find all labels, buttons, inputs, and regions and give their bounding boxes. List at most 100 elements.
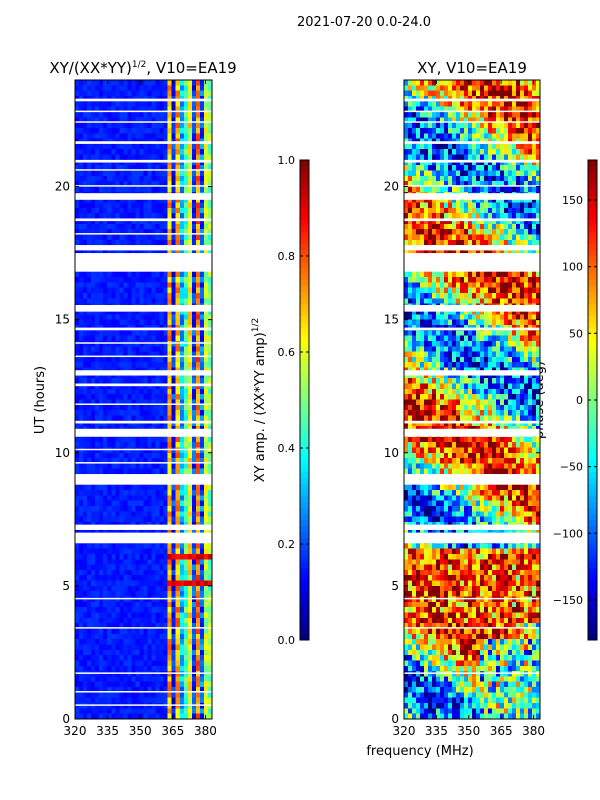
- heatmap-cell: [135, 351, 141, 358]
- heatmap-cell: [171, 447, 177, 454]
- heatmap-cell: [412, 122, 417, 129]
- heatmap-cell: [207, 458, 213, 464]
- heatmap-cell: [95, 122, 100, 129]
- heatmap-cell: [131, 122, 137, 129]
- heatmap-cell: [143, 101, 149, 108]
- heatmap-cell: [440, 133, 445, 140]
- heatmap-cell: [103, 548, 108, 555]
- heatmap-cell: [187, 330, 193, 337]
- heatmap-cell: [207, 218, 213, 225]
- heatmap-cell: [115, 314, 120, 321]
- heatmap-cell: [492, 143, 497, 150]
- heatmap-cell: [107, 500, 112, 507]
- heatmap-cell: [127, 340, 133, 347]
- heatmap-cell: [179, 415, 185, 422]
- heatmap-cell: [408, 154, 413, 161]
- heatmap-cell: [103, 591, 108, 598]
- heatmap-cell: [416, 149, 421, 156]
- heatmap-cell: [103, 676, 108, 683]
- heatmap-cell: [103, 559, 108, 566]
- heatmap-cell: [147, 559, 153, 566]
- heatmap-cell: [404, 90, 409, 97]
- heatmap-cell: [496, 207, 501, 214]
- heatmap-cell: [155, 649, 161, 656]
- heatmap-cell: [536, 175, 541, 182]
- heatmap-cell: [119, 623, 124, 630]
- heatmap-cell: [428, 122, 433, 129]
- heatmap-cell: [167, 277, 173, 283]
- heatmap-cell: [432, 197, 437, 204]
- heatmap-cell: [75, 628, 80, 635]
- heatmap-cell: [175, 495, 181, 502]
- heatmap-cell: [167, 692, 173, 699]
- heatmap-cell: [440, 207, 445, 214]
- heatmap-cell: [151, 388, 157, 395]
- heatmap-cell: [111, 617, 116, 624]
- heatmap-cell: [536, 149, 541, 156]
- heatmap-cell: [191, 713, 197, 720]
- heatmap-cell: [207, 111, 213, 118]
- heatmap-cell: [87, 111, 92, 118]
- heatmap-cell: [139, 596, 145, 603]
- heatmap-cell: [147, 596, 153, 603]
- heatmap-cell: [183, 80, 189, 86]
- heatmap-cell: [179, 282, 185, 289]
- heatmap-cell: [203, 490, 209, 496]
- heatmap-cell: [484, 202, 489, 209]
- heatmap-cell: [416, 106, 421, 113]
- heatmap-cell: [151, 596, 157, 603]
- heatmap-cell: [95, 207, 100, 214]
- heatmap-cell: [87, 293, 92, 299]
- heatmap-cell: [199, 687, 205, 693]
- heatmap-cell: [95, 181, 100, 188]
- heatmap-cell: [191, 202, 197, 209]
- heatmap-cell: [175, 80, 181, 86]
- heatmap-cell: [107, 122, 112, 129]
- heatmap-cell: [512, 197, 517, 204]
- heatmap-cell: [199, 591, 205, 598]
- heatmap-cell: [187, 697, 193, 704]
- heatmap-cell: [131, 335, 137, 342]
- heatmap-cell: [163, 458, 169, 464]
- heatmap-cell: [159, 591, 165, 598]
- heatmap-cell: [183, 617, 189, 624]
- heatmap-cell: [203, 585, 209, 592]
- heatmap-cell: [171, 628, 177, 635]
- heatmap-cell: [111, 564, 116, 571]
- heatmap-cell: [91, 356, 96, 363]
- heatmap-cell: [536, 127, 541, 134]
- heatmap-cell: [163, 346, 169, 353]
- heatmap-cell: [456, 165, 461, 172]
- heatmap-cell: [131, 111, 137, 118]
- heatmap-cell: [444, 101, 449, 108]
- heatmap-cell: [151, 612, 157, 619]
- heatmap-cell: [163, 351, 169, 358]
- heatmap-cell: [87, 202, 92, 209]
- heatmap-cell: [492, 80, 497, 86]
- heatmap-cell: [115, 484, 120, 491]
- heatmap-cell: [452, 181, 457, 188]
- heatmap-cell: [484, 117, 489, 124]
- heatmap-cell: [131, 394, 137, 401]
- heatmap-cell: [179, 80, 185, 86]
- heatmap-cell: [155, 665, 161, 672]
- heatmap-cell: [95, 553, 100, 560]
- heatmap-cell: [135, 149, 141, 156]
- heatmap-cell: [159, 713, 165, 720]
- heatmap-cell: [436, 106, 441, 113]
- heatmap-cell: [444, 80, 449, 86]
- heatmap-cell: [187, 484, 193, 491]
- heatmap-cell: [131, 298, 137, 305]
- heatmap-cell: [191, 85, 197, 92]
- heatmap-cell: [512, 170, 517, 177]
- heatmap-cell: [131, 117, 137, 124]
- heatmap-cell: [79, 506, 84, 512]
- heatmap-cell: [195, 149, 201, 156]
- heatmap-cell: [187, 394, 193, 401]
- heatmap-cell: [83, 101, 88, 108]
- heatmap-cell: [155, 133, 161, 140]
- heatmap-cell: [119, 703, 124, 709]
- heatmap-cell: [520, 85, 525, 92]
- heatmap-cell: [127, 319, 133, 326]
- heatmap-cell: [95, 271, 100, 278]
